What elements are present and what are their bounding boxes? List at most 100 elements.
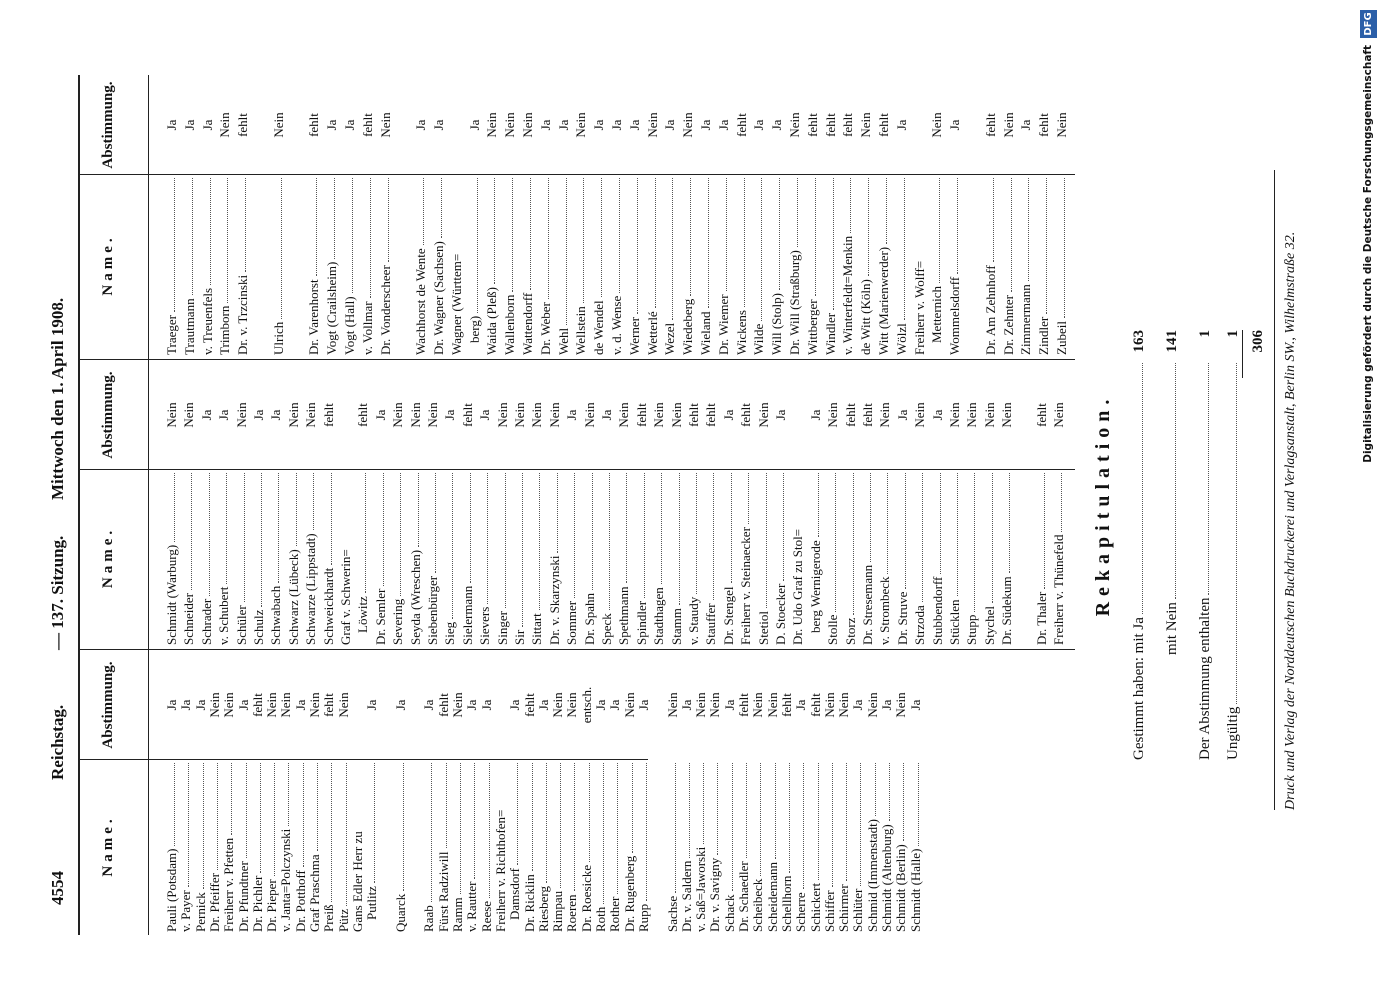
table-row: Sievers Ja <box>477 360 493 645</box>
name-cell: Werner <box>627 175 642 355</box>
table-row: Stubbendorff Ja <box>930 360 945 645</box>
leader-dots <box>179 763 190 888</box>
table-row: Schweickhardt fehlt <box>321 360 336 645</box>
vote: Nein <box>964 402 980 428</box>
member-name: Dr. Will (Straßburg) <box>788 250 802 355</box>
table-row: Roth Ja <box>593 650 608 932</box>
table-row: Dr. v. Trzcinski fehlt <box>235 75 250 355</box>
leader-dots <box>594 763 604 904</box>
member-name: Fürst Radziwill <box>436 851 451 932</box>
vote: Nein <box>1054 112 1069 138</box>
name-cell: Stadthagen <box>652 470 666 645</box>
member-name: Schulz <box>252 609 266 645</box>
name-cell: Sittart <box>530 470 544 645</box>
vote: Ja <box>555 119 571 131</box>
vote: Nein <box>755 402 771 428</box>
leader-dots <box>765 763 776 859</box>
name-cell: Schlüter <box>851 760 865 932</box>
leader-dots <box>182 473 193 591</box>
member-name: Dr. Potthoff <box>293 870 308 932</box>
vote: Nein <box>651 402 667 428</box>
leader-dots <box>207 763 218 871</box>
member-name: Dr. v. Skarzynski <box>547 555 562 645</box>
name-cell: Rupp <box>636 760 651 932</box>
vote: Nein <box>502 112 518 138</box>
leader-dots <box>538 178 549 300</box>
name-cell: Stubbendorff <box>930 470 945 645</box>
member-name: Dr. Stengel <box>721 586 736 646</box>
member-name: Dr. Pichler <box>250 875 265 932</box>
table-row: Dr. Rugenberg Nein <box>622 650 637 932</box>
member-name: Siebenbürger <box>426 575 440 645</box>
name-cell: Zubeil <box>1055 175 1069 355</box>
member-name: Stolle <box>826 614 841 645</box>
member-name: Schack <box>722 894 737 932</box>
name-cell: Putlitz <box>365 760 379 920</box>
vote: Ja <box>893 119 909 131</box>
table-row: Sommer Ja <box>564 360 579 645</box>
table-row: Wagner (Württem= <box>450 75 464 355</box>
vote: Nein <box>947 402 962 428</box>
member-name: Ulrich <box>271 321 286 355</box>
leader-dots <box>663 178 674 320</box>
vote: Nein <box>307 692 322 718</box>
vote-heading: Abstimmung. <box>100 81 116 169</box>
vote: Ja <box>769 119 785 131</box>
vote: Ja <box>507 699 523 711</box>
vote: Nein <box>407 402 423 428</box>
leader-dots <box>391 473 402 596</box>
table-row: Schrader Ja <box>199 360 214 645</box>
member-name: Ramm <box>451 897 465 932</box>
leader-dots <box>522 763 533 872</box>
vote: Ja <box>464 699 480 711</box>
name-cell: Will (Stolp) <box>770 175 784 355</box>
leader-dots <box>373 473 384 586</box>
leader-dots <box>794 763 805 890</box>
vote: Nein <box>529 402 545 428</box>
name-cell: Dr. Udo Graf zu Stol= <box>791 470 805 645</box>
table-row: Metternich Nein <box>929 75 944 355</box>
name-cell: v. d. Wense <box>610 175 624 355</box>
leader-dots <box>837 763 848 882</box>
table-row: Zindler fehlt <box>1036 75 1051 355</box>
vote: fehlt <box>733 113 749 137</box>
name-cell: v. Vollmar <box>360 175 375 355</box>
member-name: Dr. v. Savigny <box>708 857 723 932</box>
vote: fehlt <box>842 403 858 427</box>
member-name: Metternich <box>930 285 945 343</box>
member-name: Sieg <box>443 621 458 645</box>
name-cell: Löwitz <box>356 470 370 633</box>
member-name: Spethmann <box>617 586 632 646</box>
vote: Ja <box>477 409 493 421</box>
vote: Ja <box>850 699 866 711</box>
leader-dots <box>608 763 619 894</box>
vote: Ja <box>662 119 678 131</box>
vote: Ja <box>537 119 553 131</box>
table-row: v. Strombeck Nein <box>877 360 892 645</box>
member-name: de Wendel <box>592 300 607 355</box>
member-name: Dr. Wiemer <box>716 294 731 355</box>
table-row: Dr. Pfeiffer Nein <box>207 650 222 932</box>
name-cell: v. Janta=Polczynski <box>279 760 293 932</box>
member-name: Quarck <box>393 893 408 932</box>
vote: Ja <box>609 119 624 131</box>
member-name: v. Winterfeldt=Menkin <box>841 235 856 355</box>
name-cell: Dr. Struve <box>895 470 910 645</box>
vote: fehlt <box>876 113 891 137</box>
table-row: Sieg Ja <box>442 360 458 645</box>
vote: fehlt <box>703 403 719 427</box>
table-row: Schmidt (Berlin) Nein <box>893 650 908 932</box>
recap-label: Ungültig <box>1225 706 1241 760</box>
leader-dots <box>600 473 610 611</box>
member-name: Wetterlé <box>645 311 660 355</box>
name-cell: Roeren <box>565 760 579 932</box>
member-name: Dr. Ricklin <box>522 874 537 932</box>
vote: Nein <box>390 402 406 428</box>
leader-dots <box>252 473 262 607</box>
name-cell: Metternich <box>930 175 944 343</box>
member-name: Werner <box>627 317 642 355</box>
table-row: Dr. v. Saldern Ja <box>679 650 694 932</box>
leader-dots <box>880 763 890 822</box>
member-name: Severing <box>391 598 406 645</box>
name-cell: Dr. Am Zehnhoff <box>983 175 998 355</box>
